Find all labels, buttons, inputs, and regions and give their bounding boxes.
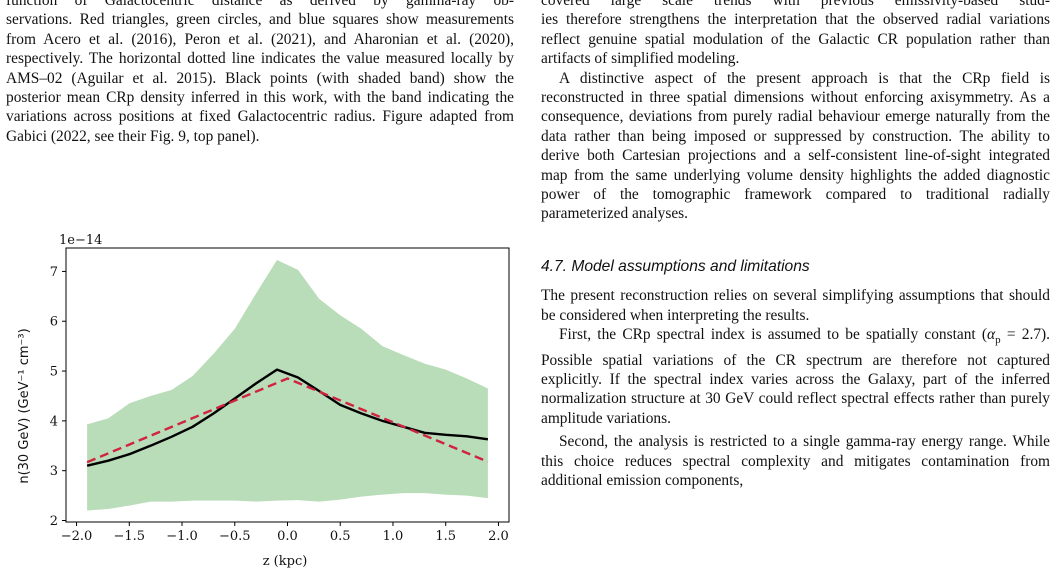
x-tick-label: −2.0 <box>61 529 93 544</box>
paragraph-1: ies therefore strengthens the interpreta… <box>541 11 1050 68</box>
figure-caption: servations. Red triangles, green circles… <box>6 11 514 145</box>
y-tick-label: 4 <box>50 414 58 429</box>
axes-layer: −2.0 −1.5 −1.0 −0.5 0.0 0.5 1.0 1.5 2.0 2 3 4 5 6 7 <box>50 247 510 544</box>
section-heading: 4.7. Model assumptions and limitations <box>541 257 810 275</box>
crp-density-chart: −2.0 −1.5 −1.0 −0.5 0.0 0.5 1.0 1.5 2.0 2 3 4 5 6 7 1e… <box>17 233 510 569</box>
y-tick-label: 6 <box>50 315 58 330</box>
y-tick-label: 2 <box>50 514 58 529</box>
paragraph-5: Second, the analysis is restricted to a … <box>541 433 1050 490</box>
paragraph-1-line-1: covered large scale trends with previous… <box>541 0 1050 9</box>
x-tick-label: −1.5 <box>113 529 145 544</box>
solid-line-series <box>86 368 489 467</box>
offset-label: 1e−14 <box>59 233 102 248</box>
paragraph-4-text-a: First, the CRp spectral index is assumed… <box>559 326 988 344</box>
x-tick-label: 1.0 <box>383 529 404 544</box>
y-tick-label: 3 <box>50 464 58 479</box>
x-tick-label: 2.0 <box>488 529 509 544</box>
shaded-band <box>87 260 488 511</box>
alpha-subscript: p <box>995 334 1001 347</box>
x-axis-label: z (kpc) <box>263 554 308 569</box>
left-column: function of Galactocentric distance as d… <box>6 0 514 146</box>
x-tick-label: 0.5 <box>330 529 351 544</box>
paragraph-2: A distinctive aspect of the present appr… <box>541 69 1050 223</box>
x-tick-label: 1.5 <box>435 529 456 544</box>
plot-layer <box>86 260 489 511</box>
alpha-symbol: α <box>987 326 996 344</box>
x-tick-label: 0.0 <box>277 529 298 544</box>
right-column: covered large scale trends with previous… <box>541 0 1050 490</box>
x-tick-label: −1.0 <box>166 529 198 544</box>
dashed-line-series <box>86 377 489 464</box>
y-tick-label: 5 <box>50 365 58 380</box>
paragraph-4-text-b: = 2.7). Possible spatial variations of t… <box>541 326 1050 427</box>
caption-line-1: function of Galactocentric distance as d… <box>6 0 514 9</box>
y-tick-label: 7 <box>50 265 58 280</box>
y-axis-label: n(30 GeV) (GeV⁻¹ cm⁻³) <box>17 328 32 483</box>
x-tick-label: −0.5 <box>219 529 251 544</box>
paragraph-3: The present reconstruction relies on sev… <box>541 287 1050 324</box>
paragraph-4: First, the CRp spectral index is assumed… <box>541 325 1050 428</box>
